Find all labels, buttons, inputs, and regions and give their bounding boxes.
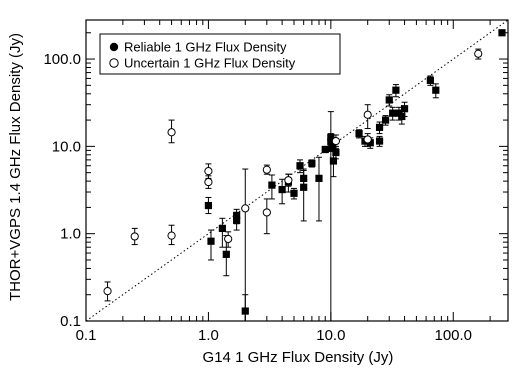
reliable-data-point [385, 96, 393, 104]
axis-ticks-layer [85, 20, 508, 322]
reliable-data-point [296, 162, 304, 170]
reliable-data-point [329, 157, 338, 165]
legend: Reliable 1 GHz Flux Density Uncertain 1 … [99, 33, 341, 75]
reliable-data-point [278, 185, 286, 194]
reliable-data-point [327, 138, 335, 146]
reliable-data-point [321, 145, 329, 154]
reliable-data-point [381, 116, 390, 124]
reliable-data-point [218, 224, 226, 232]
reliable-data-point [375, 137, 384, 145]
x-tick-label: 1.0 [198, 327, 219, 344]
x-tick-label: 100.0 [434, 327, 472, 344]
legend-label-reliable: Reliable 1 GHz Flux Density [124, 40, 287, 55]
uncertain-data-point [474, 49, 483, 58]
uncertain-data-point [284, 176, 293, 185]
uncertain-data-point [204, 177, 213, 187]
reliable-data-point [241, 307, 249, 315]
y-tick-label: 1.0 [60, 226, 81, 243]
axis-tick-labels: 0.1 1.0 10.0 100.0 0.1 1.0 10.0 100.0 [43, 51, 472, 344]
plot-frame [85, 19, 509, 322]
legend-box [99, 33, 341, 75]
reliable-data-point [392, 86, 400, 94]
reliable-data-point [300, 174, 308, 182]
reliable-data-point [300, 183, 308, 191]
reliable-data-point [498, 29, 506, 37]
y-tick-label: 10.0 [52, 138, 81, 155]
reliable-data-point [375, 123, 384, 131]
legend-label-uncertain: Uncertain 1 GHz Flux Density [124, 56, 296, 71]
reliable-data-point [233, 216, 241, 224]
reliable-data-point [268, 181, 276, 189]
y-tick-label: 0.1 [60, 313, 81, 330]
reliable-data-point [366, 139, 374, 147]
reliable-data-point [432, 86, 440, 94]
y-axis-label: THOR+VGPS 1.4 GHz Flux Density (Jy) [7, 33, 24, 301]
uncertain-data-point [167, 128, 176, 137]
uncertain-data-point [103, 287, 112, 296]
x-axis-label: G14 1 GHz Flux Density (Jy) [203, 349, 394, 366]
x-tick-label: 0.1 [76, 327, 97, 344]
legend-marker-reliable-icon [109, 42, 119, 52]
reliable-data-point [355, 130, 363, 138]
reliable-data-point [389, 109, 397, 117]
reliable-data-point [398, 112, 406, 121]
reliable-data-point [308, 159, 316, 167]
reliable-data-point [222, 250, 230, 258]
reliable-data-point [233, 211, 241, 219]
uncertain-data-point [262, 165, 271, 174]
uncertain-data-point [331, 136, 341, 146]
reliable-data-point [426, 76, 434, 84]
uncertain-data-point [224, 234, 233, 244]
legend-marker-uncertain-icon [109, 58, 119, 68]
reliable-data-point [290, 189, 298, 197]
uncertain-data-point [241, 204, 250, 213]
uncertain-data-point [363, 135, 372, 144]
reliable-data-point [315, 174, 323, 182]
reliable-data-point [400, 105, 409, 113]
reliable-data-point [204, 201, 213, 210]
reliable-data-point [332, 148, 340, 157]
uncertain-data-point [262, 208, 271, 217]
uncertain-data-point [204, 167, 213, 176]
x-tick-label: 10.0 [316, 327, 345, 344]
uncertain-data-point [363, 110, 372, 119]
uncertain-data-point [130, 232, 139, 241]
reliable-data-point [327, 133, 335, 141]
y-tick-label: 100.0 [43, 51, 81, 68]
reliable-data-point [328, 144, 336, 152]
reliable-data-point [207, 237, 215, 245]
uncertain-data-point [167, 231, 176, 240]
data-points-layer [103, 29, 506, 315]
